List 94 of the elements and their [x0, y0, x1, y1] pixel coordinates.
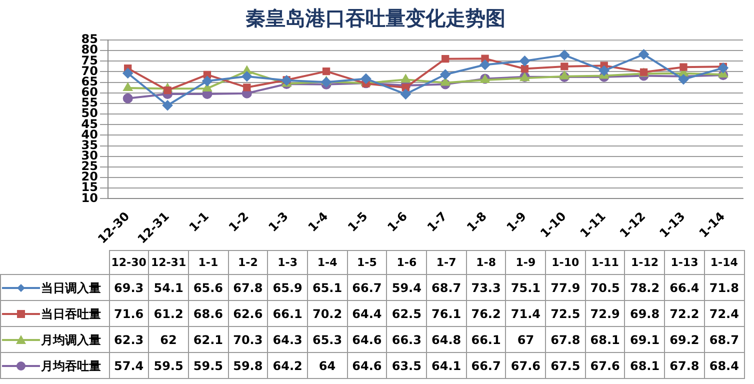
data-label: 72.5 — [546, 300, 586, 326]
category-label: 1-2 — [238, 256, 258, 268]
x-tick-label: 1-4 — [305, 209, 331, 234]
category-label: 1-13 — [670, 256, 698, 268]
data-label: 69.2 — [664, 326, 704, 352]
x-tick-label: 1-8 — [464, 209, 490, 234]
category-label: 1-12 — [631, 256, 659, 268]
data-label: 64.2 — [268, 352, 308, 378]
data-label: 67.8 — [228, 274, 268, 300]
legend-label: 当日吞吐量 — [41, 306, 101, 320]
data-label: 61.2 — [148, 300, 188, 326]
data-label: 68.6 — [188, 300, 228, 326]
data-label: 64.6 — [347, 352, 387, 378]
data-label: 71.8 — [704, 274, 744, 300]
data-label: 66.4 — [664, 274, 704, 300]
data-label: 72.2 — [664, 300, 704, 326]
data-label: 67.6 — [506, 352, 546, 378]
category-label: 1-1 — [198, 256, 218, 268]
x-tick-label: 1-9 — [504, 209, 530, 234]
data-label: 68.1 — [624, 352, 665, 378]
data-label: 72.9 — [585, 300, 625, 326]
data-label: 64.8 — [426, 326, 466, 352]
data-label: 62.5 — [386, 300, 426, 326]
data-label: 65.9 — [268, 274, 308, 300]
x-tick-label: 1-7 — [424, 209, 450, 234]
data-label: 76.1 — [426, 300, 466, 326]
category-label: 12-30 — [111, 256, 146, 268]
data-label: 70.3 — [228, 326, 268, 352]
category-label: 1-8 — [476, 256, 496, 268]
category-label: 1-14 — [710, 256, 738, 268]
data-label: 65.3 — [307, 326, 348, 352]
legend-label: 月均调入量 — [41, 332, 101, 346]
data-label: 62.1 — [188, 326, 228, 352]
data-label: 62 — [148, 326, 188, 352]
data-label: 66.3 — [386, 326, 426, 352]
data-label: 54.1 — [148, 274, 188, 300]
data-label: 68.7 — [704, 326, 744, 352]
chart-title: 秦皇岛港口吞吐量变化走势图 — [246, 6, 506, 30]
data-label: 70.5 — [585, 274, 625, 300]
data-label: 65.1 — [307, 274, 348, 300]
data-label: 62.3 — [109, 326, 149, 352]
data-label: 59.4 — [386, 274, 426, 300]
data-label: 71.4 — [506, 300, 546, 326]
data-label: 72.4 — [704, 300, 744, 326]
data-label: 70.2 — [307, 300, 348, 326]
data-label: 75.1 — [506, 274, 546, 300]
category-label: 1-5 — [357, 256, 377, 268]
category-label: 1-11 — [591, 256, 619, 268]
x-tick-label: 1-1 — [186, 209, 212, 234]
category-label: 12-31 — [150, 256, 186, 268]
category-label: 1-4 — [317, 256, 338, 268]
data-label: 59.8 — [228, 352, 268, 378]
data-label: 65.6 — [188, 274, 228, 300]
data-label: 66.7 — [347, 274, 387, 300]
data-label: 59.5 — [188, 352, 228, 378]
data-label: 68.4 — [704, 352, 744, 378]
category-label: 1-6 — [396, 256, 417, 268]
data-label: 69.1 — [624, 326, 665, 352]
data-label: 64.1 — [426, 352, 466, 378]
data-label: 68.7 — [426, 274, 466, 300]
data-label: 64 — [307, 352, 348, 378]
data-label: 76.2 — [466, 300, 506, 326]
category-label: 1-9 — [516, 256, 536, 268]
data-label: 67 — [506, 326, 546, 352]
data-label: 71.6 — [109, 300, 149, 326]
data-label: 67.8 — [546, 326, 586, 352]
data-label: 67.6 — [585, 352, 625, 378]
data-label: 67.5 — [546, 352, 586, 378]
data-label: 59.5 — [148, 352, 188, 378]
data-label: 64.4 — [347, 300, 387, 326]
data-label: 64.6 — [347, 326, 387, 352]
category-label: 1-3 — [278, 256, 298, 268]
data-label: 78.2 — [624, 274, 665, 300]
data-label: 62.6 — [228, 300, 268, 326]
data-label: 66.1 — [268, 300, 308, 326]
legend-label: 月均吞吐量 — [41, 358, 101, 372]
data-label: 66.7 — [466, 352, 506, 378]
x-tick-label: 1-2 — [226, 209, 252, 234]
data-label: 63.5 — [386, 352, 426, 378]
data-label: 69.3 — [109, 274, 149, 300]
x-tick-label: 1-3 — [266, 209, 291, 234]
data-label: 67.8 — [664, 352, 704, 378]
data-label: 66.1 — [466, 326, 506, 352]
data-label: 64.3 — [268, 326, 308, 352]
x-tick-label: 1-6 — [384, 209, 410, 234]
x-tick-label: 1-5 — [345, 209, 370, 234]
legend-label: 当日调入量 — [41, 280, 101, 294]
data-label: 69.8 — [624, 300, 665, 326]
category-label: 1-7 — [436, 256, 456, 268]
category-label: 1-10 — [552, 256, 580, 268]
data-label: 68.1 — [585, 326, 625, 352]
data-label: 77.9 — [546, 274, 586, 300]
data-label: 73.3 — [466, 274, 506, 300]
data-label: 57.4 — [109, 352, 149, 378]
